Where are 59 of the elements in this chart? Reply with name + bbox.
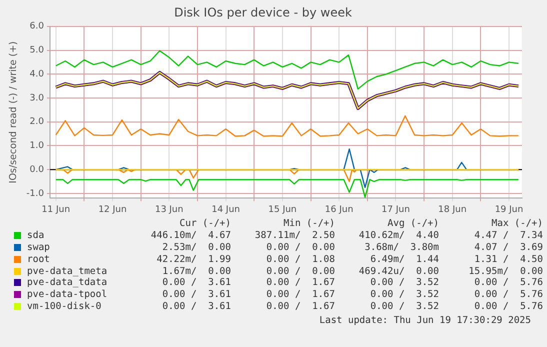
x-tick-label: 12 Jun [98, 204, 127, 215]
text: 1.31 / 4.50 [473, 254, 543, 265]
text: 0.00 / 3.52 [369, 277, 439, 288]
text: 387.11m/ 2.50 [254, 230, 335, 242]
legend-label: root [27, 254, 51, 265]
x-tick-label: 19 Jun [494, 204, 524, 215]
text: 0.00 / 5.76 [473, 277, 543, 288]
y-tick-label: 6.0 [30, 22, 44, 32]
text: 0.00 / 1.08 [265, 254, 335, 265]
text: Max (-/+) [490, 218, 543, 230]
text: 4.07 / 3.69 [473, 242, 543, 253]
text: 0.00 / 5.76 [473, 289, 543, 300]
x-tick-label: 14 Jun [212, 204, 240, 215]
legend-label: pve-data_tmeta [27, 266, 108, 277]
text: 0.00 / 0.00 [265, 266, 335, 277]
text: Avg (-/+) [386, 218, 439, 230]
text: 0.00 / 3.61 [161, 289, 231, 300]
y-tick-label: -1.0 [26, 188, 44, 199]
text: 1.67m/ 0.00 [161, 266, 231, 277]
text: 2.53m/ 0.00 [161, 242, 231, 253]
legend-label: pve-data_tdata [27, 277, 108, 288]
text: 410.62m/ 4.40 [358, 230, 439, 242]
y-axis-title: IOs/second read (-) / write (+) [8, 41, 20, 184]
text: 0.00 / 1.67 [265, 289, 335, 300]
y-tick-label: 1.0 [30, 141, 44, 152]
text: Last update: Thu Jun 19 17:30:29 2025 [319, 315, 531, 326]
legend-label: sda [27, 230, 46, 242]
text: 0.00 / 0.00 [265, 242, 335, 253]
text: 0.00 / 3.52 [369, 300, 439, 312]
y-tick-label: 4.0 [30, 69, 44, 80]
y-tick-label: 2.0 [30, 117, 44, 128]
x-tick-label: 18 Jun [438, 204, 467, 215]
chart-title: Disk IOs per device - by week [174, 5, 352, 20]
text: 0.00 / 1.67 [265, 300, 335, 312]
text: 0.00 / 3.61 [161, 300, 231, 312]
x-tick-label: 13 Jun [154, 204, 184, 215]
text: 469.42u/ 0.00 [358, 266, 439, 277]
legend-label: swap [27, 242, 51, 253]
legend-label: pve-data-tpool [27, 289, 108, 300]
y-tick-label: 3.0 [30, 93, 44, 104]
text: 0.00 / 3.61 [161, 277, 231, 288]
text: 42.22m/ 1.99 [156, 254, 231, 265]
text: 446.10m/ 4.67 [150, 230, 231, 242]
text: 6.49m/ 1.44 [369, 254, 439, 265]
text: 15.95m/ 0.00 [468, 266, 543, 277]
x-tick-label: 11 Jun [42, 204, 70, 215]
x-tick-label: 17 Jun [382, 204, 410, 215]
legend-label: vm-100-disk-0 [27, 300, 102, 312]
text: 0.00 / 5.76 [473, 300, 543, 312]
text: 0.00 / 3.52 [369, 289, 439, 300]
text: 0.00 / 1.67 [265, 277, 335, 288]
text: 4.47 / 7.34 [473, 230, 543, 242]
y-tick-label: 0.0 [30, 164, 44, 175]
text: 3.68m/ 3.80m [364, 242, 439, 253]
x-tick-label: 15 Jun [268, 204, 297, 215]
y-tick-label: 5.0 [30, 46, 44, 56]
text: Cur (-/+) [178, 218, 231, 230]
text: Min (-/+) [282, 218, 335, 230]
x-tick-label: 16 Jun [324, 204, 354, 215]
